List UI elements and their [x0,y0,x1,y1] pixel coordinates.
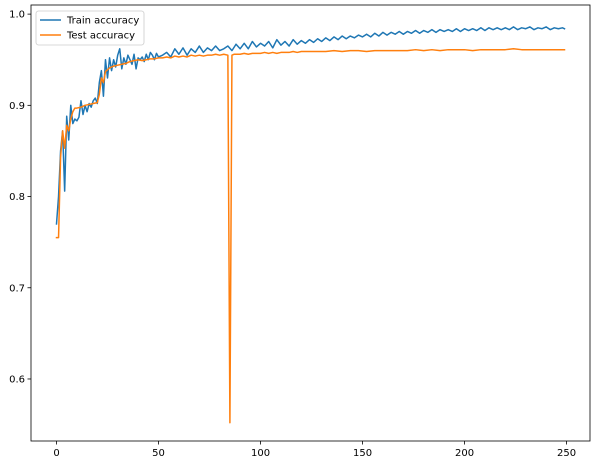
legend-label-1: Train accuracy [66,16,139,27]
x-tick-label: 150 [353,448,372,459]
legend-label-2: Test accuracy [66,31,135,42]
x-tick-label: 0 [53,448,59,459]
axes-layer: 0 50 100 150 200 250 0.6 0.7 0.8 0.9 1.0 [9,4,591,459]
y-tick-label: 0.9 [9,101,25,112]
series-line-train-accuracy [55,26,566,225]
x-tick-label: 250 [557,448,576,459]
y-tick-label: 1.0 [9,10,25,21]
y-tick-label: 0.7 [9,283,25,294]
x-tick-label: 50 [152,448,165,459]
plot-area [31,5,590,441]
axes-frame [30,4,591,442]
legend: Train accuracy Test accuracy [35,10,145,46]
y-tick-label: 0.8 [9,192,25,203]
legend-box [35,10,145,46]
x-tick-label: 100 [251,448,270,459]
series-line-test-accuracy [55,48,566,424]
y-tick-label: 0.6 [9,374,25,385]
series-layer [55,26,566,424]
x-tick-label: 200 [455,448,474,459]
